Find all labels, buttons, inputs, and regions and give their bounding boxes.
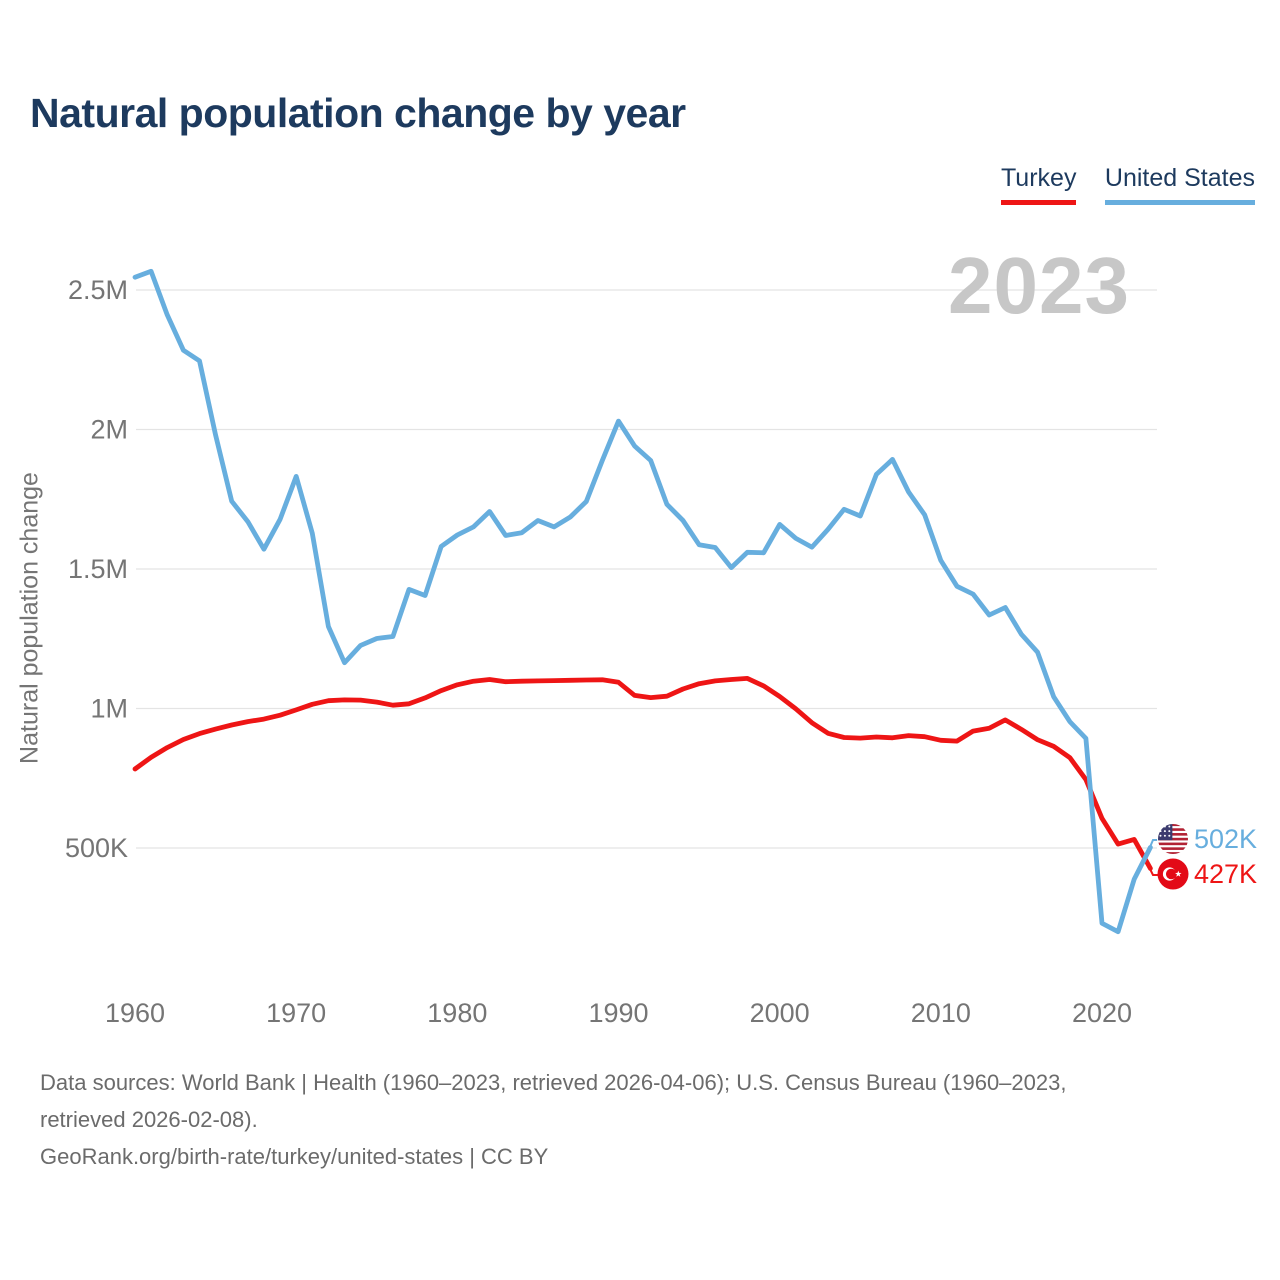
- x-tick-label: 2000: [750, 998, 810, 1028]
- x-tick-label: 1980: [427, 998, 487, 1028]
- turkey-flag-icon: [1157, 858, 1189, 890]
- us-flag-icon: [1157, 823, 1189, 855]
- end-label-united-states: 502K: [1194, 824, 1258, 854]
- x-tick-label: 2010: [911, 998, 971, 1028]
- y-axis-title: Natural population change: [15, 472, 44, 764]
- x-tick-label: 1960: [105, 998, 165, 1028]
- turkey-series-line: [132, 676, 1153, 871]
- y-tick-labels: 2.5M 2M 1.5M 1M 500K: [65, 275, 128, 863]
- x-tick-label: 1990: [588, 998, 648, 1028]
- watermark-year: 2023: [948, 241, 1130, 330]
- y-tick-label: 2.5M: [68, 275, 128, 305]
- attribution-line: GeoRank.org/birth-rate/turkey/united-sta…: [40, 1144, 549, 1169]
- y-tick-label: 1M: [90, 694, 128, 724]
- x-tick-label: 2020: [1072, 998, 1132, 1028]
- gridlines: [136, 289, 1157, 849]
- legend-item-united-states[interactable]: United States: [1104, 164, 1255, 205]
- x-tick-labels: 1960 1970 1980 1990 2000 2010 2020: [105, 998, 1132, 1028]
- footer: Data sources: World Bank | Health (1960–…: [40, 1064, 1066, 1175]
- y-tick-label: 500K: [65, 833, 128, 863]
- y-tick-label: 1.5M: [68, 554, 128, 584]
- united-states-series-line: [132, 268, 1153, 935]
- legend-item-turkey[interactable]: Turkey: [1000, 164, 1077, 205]
- data-sources-line-1: Data sources: World Bank | Health (1960–…: [40, 1070, 1067, 1095]
- label-connectors: [1149, 839, 1158, 876]
- end-label-turkey: 427K: [1194, 859, 1258, 889]
- turkey-label-connector: [1149, 868, 1158, 876]
- legend-label-united-states: United States: [1104, 164, 1255, 192]
- y-tick-label: 2M: [90, 415, 128, 445]
- series-lines: [132, 268, 1153, 935]
- legend: Turkey United States: [977, 164, 1255, 205]
- data-sources-line-2: retrieved 2026-02-08).: [40, 1107, 258, 1132]
- us-label-connector: [1149, 839, 1158, 848]
- x-tick-label: 1970: [266, 998, 326, 1028]
- flag-icons: [1157, 823, 1189, 890]
- legend-label-turkey: Turkey: [1000, 164, 1077, 192]
- page-title: Natural population change by year: [30, 90, 686, 136]
